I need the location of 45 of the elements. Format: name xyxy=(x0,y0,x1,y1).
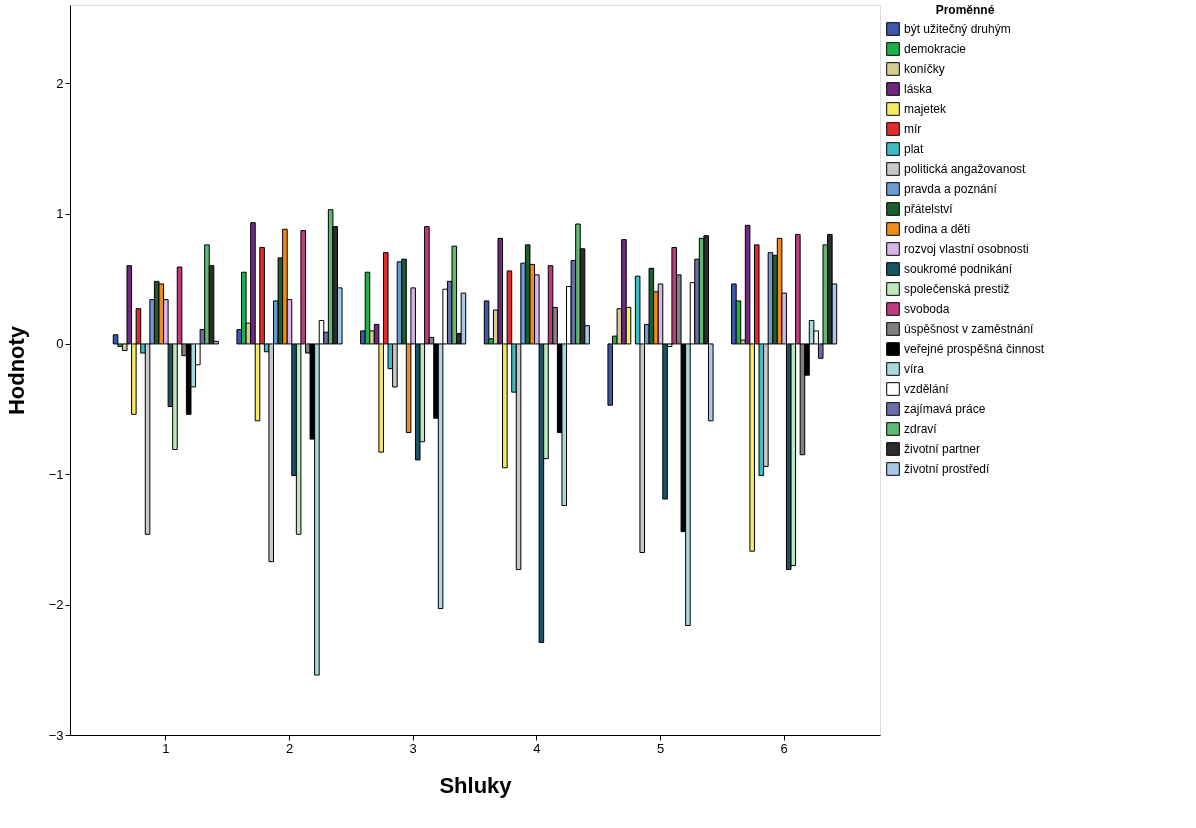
legend-label: demokracie xyxy=(904,42,967,56)
bar xyxy=(648,267,655,345)
legend-label: společenská prestiž xyxy=(904,282,1010,296)
x-tick-label: 4 xyxy=(533,740,541,756)
legend-label: pravda a poznání xyxy=(904,182,998,196)
x-tick-label: 1 xyxy=(162,740,170,756)
y-tick-label: −1 xyxy=(48,466,64,482)
legend-label: přátelství xyxy=(904,202,954,216)
legend-label: rozvoj vlastní osobnosti xyxy=(904,242,1029,256)
legend-label: zdraví xyxy=(904,422,938,436)
legend-label: životní prostředí xyxy=(904,462,991,476)
legend-label: zajímavá práce xyxy=(904,402,986,416)
y-tick-label: 2 xyxy=(56,75,64,91)
y-tick-label: 0 xyxy=(56,336,64,352)
legend-label: mír xyxy=(904,122,922,136)
legend-label: plat xyxy=(904,142,925,156)
legend-label: svoboda xyxy=(904,302,950,316)
bar xyxy=(451,245,458,345)
bar xyxy=(776,237,783,345)
legend-label: životní partner xyxy=(904,442,981,456)
y-tick-label: −3 xyxy=(48,727,64,743)
y-axis-title: Hodnoty xyxy=(3,325,29,416)
y-tick-label: 1 xyxy=(56,206,64,222)
legend-label: víra xyxy=(904,362,925,376)
x-tick-label: 3 xyxy=(409,740,417,756)
legend-label: láska xyxy=(904,82,933,96)
legend-label: rodina a děti xyxy=(904,222,971,236)
legend-label: koníčky xyxy=(904,62,945,76)
legend-label: soukromé podnikání xyxy=(904,262,1013,276)
bar xyxy=(158,283,165,345)
x-tick-label: 2 xyxy=(285,740,294,756)
bar xyxy=(112,334,119,345)
legend-label: vzdělání xyxy=(904,382,950,396)
legend-label: úspěšnost v zaměstnání xyxy=(904,322,1035,336)
legend-label: být užitečný druhým xyxy=(904,22,1011,36)
x-tick-label: 5 xyxy=(656,740,665,756)
x-tick-label: 6 xyxy=(780,740,788,756)
legend-title: Proměnné xyxy=(935,3,995,17)
bar xyxy=(731,283,737,345)
legend-label: politická angažovanost xyxy=(904,162,1027,176)
x-axis-title: Shluky xyxy=(439,772,513,798)
legend-label: majetek xyxy=(904,102,948,116)
legend-label: veřejné prospěšná činnost xyxy=(904,342,1045,356)
bar xyxy=(460,292,467,345)
y-tick-label: −2 xyxy=(48,597,64,613)
